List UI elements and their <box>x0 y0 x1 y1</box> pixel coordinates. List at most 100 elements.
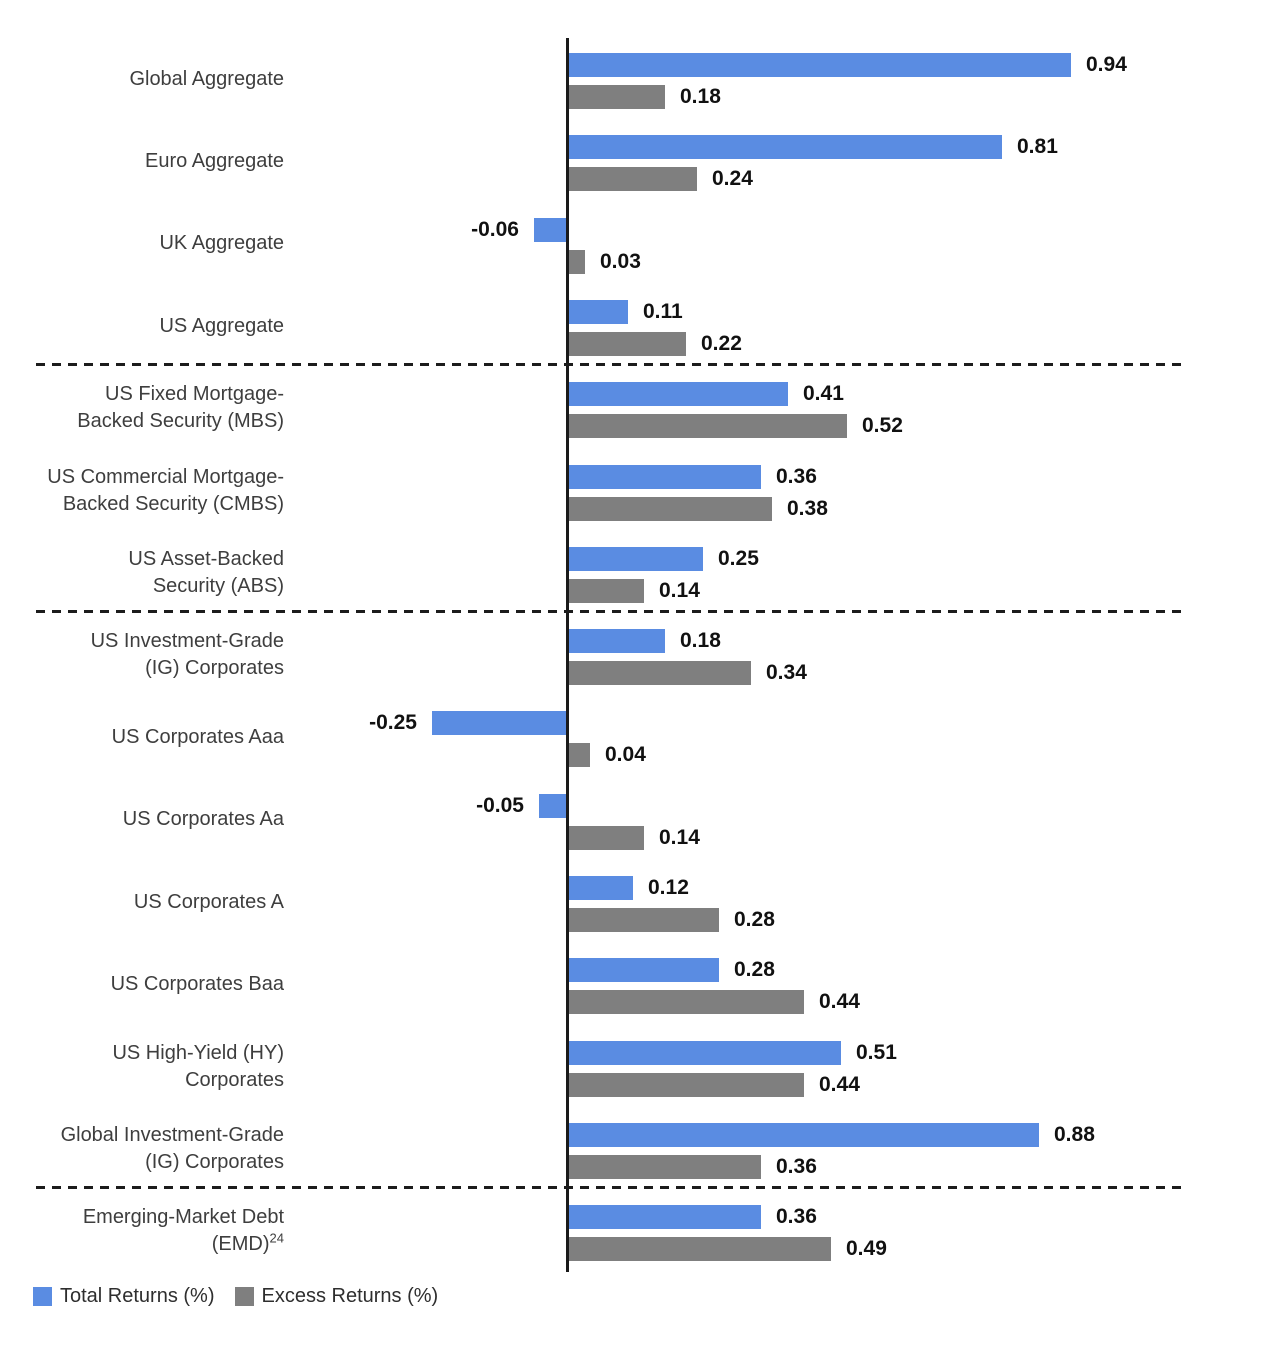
chart-row: US Corporates Aa -0.05 0.14 <box>0 779 1280 861</box>
total-returns-value: 0.18 <box>680 629 721 653</box>
total-returns-bar <box>569 299 628 324</box>
category-label: Euro Aggregate <box>145 149 284 172</box>
excess-returns-bar <box>569 167 697 192</box>
excess-returns-value: 0.34 <box>766 661 807 685</box>
y-axis-line <box>566 38 569 1272</box>
total-returns-value: 0.36 <box>776 1205 817 1229</box>
category-label: UK Aggregate <box>159 232 284 255</box>
excess-returns-value: 0.44 <box>819 1072 860 1096</box>
category-label: Emerging-Market Debt (EMD)24 <box>82 1206 284 1256</box>
total-returns-value: 0.28 <box>734 958 775 982</box>
excess-returns-swatch-icon <box>234 1286 254 1306</box>
category-label: US Asset-Backed Security (ABS) <box>128 547 284 597</box>
excess-returns-bar <box>569 743 590 768</box>
excess-returns-value: 0.03 <box>600 249 641 273</box>
excess-returns-bar <box>569 825 644 850</box>
total-returns-value: 0.88 <box>1054 1122 1095 1146</box>
total-returns-bar <box>534 217 566 242</box>
chart-row: Global Investment-Grade (IG) Corporates 0.… <box>0 1108 1280 1190</box>
chart-row: US Corporates Baa 0.28 0.44 <box>0 943 1280 1025</box>
excess-returns-value: 0.38 <box>787 496 828 520</box>
excess-returns-value: 0.04 <box>605 743 646 767</box>
excess-returns-value: 0.36 <box>776 1154 817 1178</box>
category-label: US Aggregate <box>159 314 284 337</box>
excess-returns-value: 0.14 <box>659 578 700 602</box>
excess-returns-value: 0.52 <box>862 414 903 438</box>
total-returns-bar <box>569 53 1071 77</box>
total-returns-value: 0.94 <box>1086 53 1127 76</box>
chart-row: US Fixed Mortgage- Backed Security (MBS) 0… <box>0 367 1280 449</box>
category-label: US Corporates Baa <box>110 972 284 995</box>
excess-returns-bar <box>569 414 847 439</box>
excess-returns-value: 0.22 <box>701 331 742 355</box>
total-returns-value: -0.25 <box>369 711 417 735</box>
total-returns-value: 0.12 <box>648 876 689 899</box>
chart-row: US Aggregate 0.11 0.22 <box>0 285 1280 367</box>
total-returns-bar <box>569 135 1002 160</box>
total-returns-value: 0.81 <box>1017 135 1058 159</box>
total-returns-swatch-icon <box>33 1286 52 1306</box>
total-returns-bar <box>539 793 566 818</box>
category-label: US Corporates Aa <box>122 808 284 831</box>
section-separator <box>36 363 1188 367</box>
chart-row: US Investment-Grade (IG) Corporates 0.18 0.… <box>0 614 1280 696</box>
chart-row: US Asset-Backed Security (ABS) 0.25 0.14 <box>0 532 1280 614</box>
total-returns-bar <box>569 876 633 900</box>
excess-returns-bar <box>569 1237 831 1262</box>
category-label: US Corporates A <box>133 890 284 913</box>
excess-returns-value: 0.18 <box>680 85 721 108</box>
excess-returns-bar <box>569 990 804 1015</box>
excess-returns-bar <box>569 496 772 521</box>
chart-row: US High-Yield (HY) Corporates 0.51 0.44 <box>0 1026 1280 1108</box>
excess-returns-value: 0.14 <box>659 825 700 849</box>
legend-item-excess-returns: Excess Returns (%) <box>234 1284 439 1308</box>
excess-returns-bar <box>569 249 585 274</box>
total-returns-bar <box>569 464 761 489</box>
excess-returns-value: 0.49 <box>846 1237 887 1261</box>
chart-row: US Corporates Aaa -0.25 0.04 <box>0 696 1280 778</box>
excess-returns-bar <box>569 1154 761 1179</box>
total-returns-bar <box>569 546 703 571</box>
excess-returns-bar <box>569 661 751 686</box>
category-label: Global Investment-Grade (IG) Corporates <box>60 1124 284 1174</box>
total-returns-bar <box>569 1122 1039 1147</box>
section-separator <box>36 1186 1188 1190</box>
total-returns-value: 0.36 <box>776 464 817 488</box>
excess-returns-value: 0.24 <box>712 167 753 191</box>
total-returns-bar <box>432 711 566 736</box>
category-label: US Commercial Mortgage- Backed Security (… <box>47 465 284 515</box>
legend-item-total-returns: Total Returns (%) <box>33 1285 215 1308</box>
category-label: US Investment-Grade (IG) Corporates <box>90 630 284 680</box>
total-returns-bar <box>569 1040 841 1065</box>
total-returns-bar <box>569 1205 761 1230</box>
section-separator <box>36 610 1188 614</box>
total-returns-value: 0.41 <box>803 382 844 406</box>
chart-row: US Corporates A 0.12 0.28 <box>0 861 1280 943</box>
category-label: US Fixed Mortgage- Backed Security (MBS) <box>77 383 284 433</box>
chart-row: UK Aggregate -0.06 0.03 <box>0 203 1280 285</box>
excess-returns-bar <box>569 85 665 109</box>
chart-row: US Commercial Mortgage- Backed Security (… <box>0 450 1280 532</box>
excess-returns-bar <box>569 578 644 603</box>
excess-returns-value: 0.44 <box>819 990 860 1014</box>
legend-label-total-returns: Total Returns (%) <box>60 1284 215 1307</box>
total-returns-value: -0.06 <box>471 217 519 241</box>
category-label: US High-Yield (HY) Corporates <box>112 1041 284 1091</box>
chart-row: Euro Aggregate 0.81 0.24 <box>0 120 1280 202</box>
total-returns-value: -0.05 <box>476 793 524 817</box>
excess-returns-bar <box>569 331 686 356</box>
total-returns-bar <box>569 382 788 407</box>
total-returns-bar <box>569 629 665 654</box>
chart-row: Global Aggregate 0.94 0.18 <box>0 38 1280 120</box>
legend-label-excess-returns: Excess Returns (%) <box>261 1284 439 1307</box>
total-returns-value: 0.11 <box>643 299 683 323</box>
category-label: Global Aggregate <box>129 67 284 90</box>
legend: Total Returns (%) Excess Returns (%) <box>33 1281 438 1311</box>
excess-returns-value: 0.28 <box>734 908 775 931</box>
total-returns-value: 0.25 <box>718 546 759 570</box>
chart-row: Emerging-Market Debt (EMD)24 0.36 0.49 <box>0 1190 1280 1272</box>
excess-returns-bar <box>569 908 719 932</box>
total-returns-value: 0.51 <box>856 1040 897 1064</box>
category-label: US Corporates Aaa <box>111 726 284 749</box>
